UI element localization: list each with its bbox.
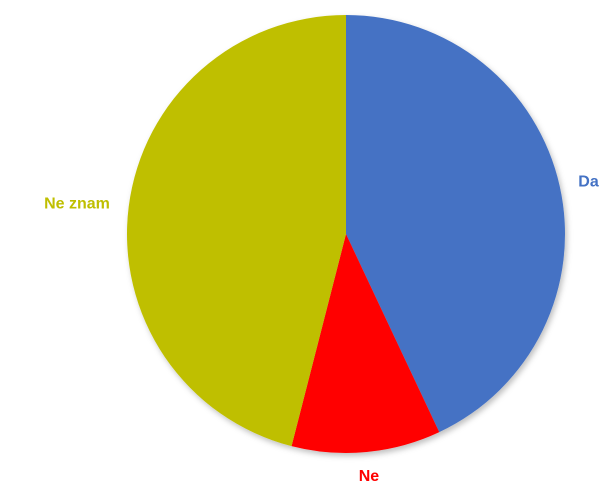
pie-slice — [346, 15, 565, 433]
pie-slice — [291, 234, 440, 453]
pie — [127, 15, 565, 453]
slice-label: Da — [578, 173, 599, 190]
slice-label: Ne znam — [44, 195, 110, 212]
pie-slice — [127, 15, 346, 447]
slice-label: Ne — [359, 468, 380, 485]
